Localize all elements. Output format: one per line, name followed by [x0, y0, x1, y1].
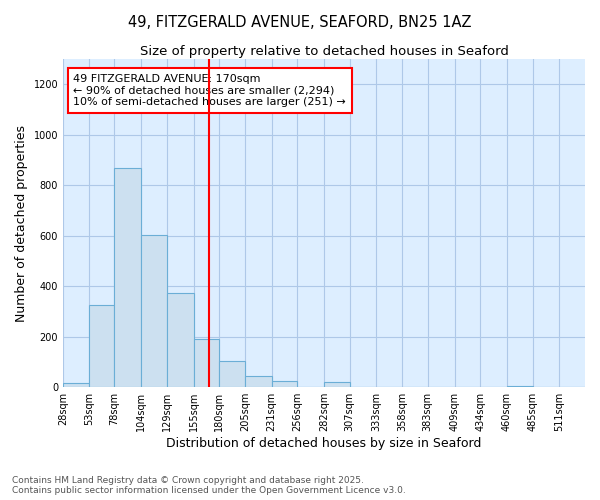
Bar [89, 305, 115, 387]
Title: Size of property relative to detached houses in Seaford: Size of property relative to detached ho… [140, 45, 508, 58]
Bar [324, 382, 350, 387]
Text: 49, FITZGERALD AVENUE, SEAFORD, BN25 1AZ: 49, FITZGERALD AVENUE, SEAFORD, BN25 1AZ [128, 15, 472, 30]
Bar [272, 381, 298, 387]
Text: 49 FITZGERALD AVENUE: 170sqm
← 90% of detached houses are smaller (2,294)
10% of: 49 FITZGERALD AVENUE: 170sqm ← 90% of de… [73, 74, 346, 107]
Bar [63, 384, 89, 387]
Bar [141, 234, 167, 387]
Text: Contains HM Land Registry data © Crown copyright and database right 2025.
Contai: Contains HM Land Registry data © Crown c… [12, 476, 406, 495]
Bar [194, 340, 219, 387]
X-axis label: Distribution of detached houses by size in Seaford: Distribution of detached houses by size … [166, 437, 482, 450]
Y-axis label: Number of detached properties: Number of detached properties [15, 124, 28, 322]
Bar [245, 376, 272, 387]
Bar [115, 168, 141, 387]
Bar [219, 360, 245, 387]
Bar [167, 292, 194, 387]
Bar [507, 386, 533, 387]
